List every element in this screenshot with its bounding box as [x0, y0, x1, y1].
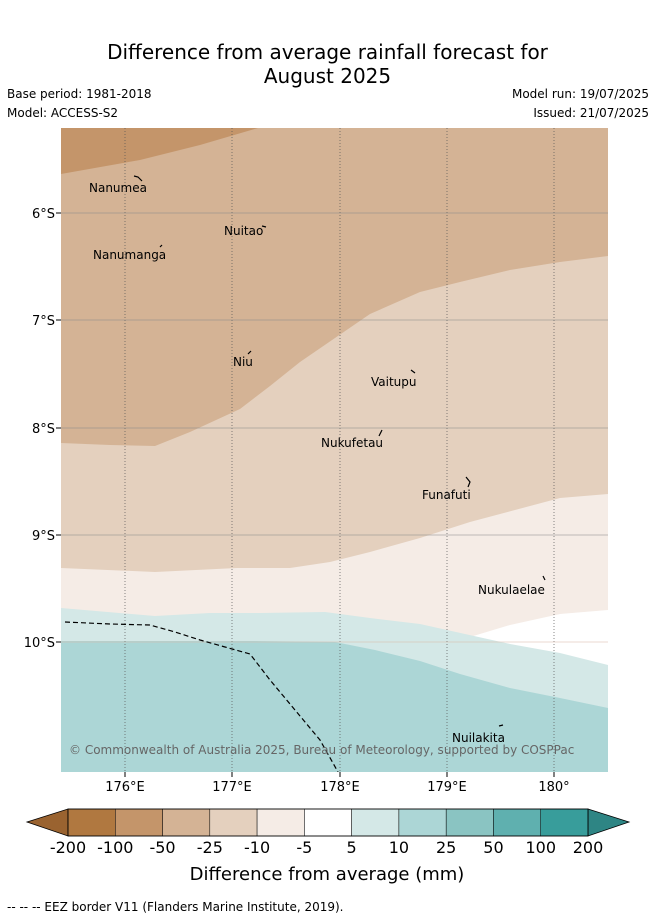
- lat-tick-7s: 7°S: [32, 314, 55, 329]
- colorbar-tick-label: -200: [50, 838, 86, 857]
- issued-label: Issued: 21/07/2025: [533, 106, 649, 120]
- colorbar: -200 -100 -50 -25 -10 -5 5 10 25 50 100 200 Differe…: [25, 808, 631, 885]
- colorbar-segment: [398, 808, 447, 837]
- colorbar-segment: [115, 808, 163, 837]
- latitude-gridlines: [61, 212, 608, 643]
- colorbar-tick-label: -50: [149, 838, 175, 857]
- island-nukufetau: [378, 429, 383, 437]
- colorbar-tick-label: 50: [483, 838, 503, 857]
- chart-title: Difference from average rainfall forecas…: [0, 40, 655, 88]
- lat-tick-6s: 6°S: [32, 207, 55, 222]
- colorbar-tick-label: -25: [197, 838, 223, 857]
- colorbar-tick-label: 100: [525, 838, 556, 857]
- title-line-2: August 2025: [263, 64, 392, 88]
- lon-tick-176e: 176°E: [105, 780, 145, 795]
- base-period-label: Base period: 1981-2018: [7, 87, 152, 101]
- colorbar-tick-label: 10: [389, 838, 409, 857]
- colorbar-segments: [67, 808, 589, 837]
- place-label-vaitupu: Vaitupu: [371, 375, 417, 389]
- island-nanumanga: [159, 244, 163, 248]
- island-vaitupu: [410, 369, 416, 374]
- colorbar-segment: [493, 808, 541, 837]
- place-label-nanumea: Nanumea: [89, 181, 147, 195]
- colorbar-low-extension: [25, 808, 69, 837]
- colorbar-tick-label: -100: [97, 838, 133, 857]
- place-label-nuitao: Nuitao: [224, 224, 263, 238]
- map-area: Nanumea Nuitao Nanumanga Niu Vaitupu Nuk…: [61, 128, 608, 772]
- colorbar-tick-label: 25: [436, 838, 456, 857]
- lat-tick-10s: 10°S: [24, 636, 55, 651]
- colorbar-segment: [67, 808, 116, 837]
- colorbar-segment: [351, 808, 400, 837]
- colorbar-segment: [445, 808, 494, 837]
- island-nuitao: [261, 225, 267, 228]
- copyright-notice: © Commonwealth of Australia 2025, Bureau…: [69, 743, 574, 757]
- colorbar-frame: [67, 808, 589, 837]
- colorbar-segment: [162, 808, 211, 837]
- place-label-nuilakita: Nuilakita: [452, 731, 505, 745]
- place-label-niu: Niu: [233, 355, 253, 369]
- lon-tick-177e: 177°E: [212, 780, 252, 795]
- lon-tick-179e: 179°E: [427, 780, 467, 795]
- lon-tick-178e: 178°E: [320, 780, 360, 795]
- island-funafuti: [465, 476, 471, 488]
- place-label-nanumanga: Nanumanga: [93, 248, 166, 262]
- place-label-nukufetau: Nukufetau: [321, 436, 383, 450]
- island-niu: [247, 350, 252, 355]
- eez-footnote: -- -- -- EEZ border V11 (Flanders Marine…: [7, 900, 344, 914]
- colorbar-labels: -200 -100 -50 -25 -10 -5 5 10 25 50 100 200: [50, 838, 603, 857]
- band-minus-100-to-minus-50: [61, 128, 258, 174]
- colorbar-segment: [304, 808, 352, 837]
- model-label: Model: ACCESS-S2: [7, 106, 119, 120]
- colorbar-tick-label: -10: [244, 838, 270, 857]
- lat-tick-9s: 9°S: [32, 529, 55, 544]
- colorbar-high-extension: [587, 808, 631, 837]
- colorbar-segment: [256, 808, 305, 837]
- lat-tick-8s: 8°S: [32, 422, 55, 437]
- lon-tick-180: 180°: [538, 780, 569, 795]
- colorbar-tick-label: 5: [347, 838, 357, 857]
- colorbar-title: Difference from average (mm): [190, 864, 465, 885]
- place-label-nukulaelae: Nukulaelae: [478, 583, 545, 597]
- model-run-label: Model run: 19/07/2025: [511, 87, 649, 101]
- colorbar-tick-label: -5: [296, 838, 312, 857]
- band-minus-50-to-minus-25: [61, 128, 608, 446]
- title-line-1: Difference from average rainfall forecas…: [107, 40, 548, 64]
- longitude-gridlines: [124, 128, 555, 772]
- islands: [133, 175, 546, 727]
- axis-ticks: [56, 212, 555, 777]
- eez-border: [64, 621, 339, 772]
- island-nukulaelae: [542, 575, 546, 581]
- island-nuilakita: [498, 724, 504, 727]
- band-10-to-25: [61, 641, 608, 772]
- colorbar-tick-label: 200: [573, 838, 604, 857]
- place-label-funafuti: Funafuti: [422, 488, 471, 502]
- colorbar-segment: [540, 808, 589, 837]
- island-nanumea: [133, 175, 143, 182]
- colorbar-segment: [209, 808, 258, 837]
